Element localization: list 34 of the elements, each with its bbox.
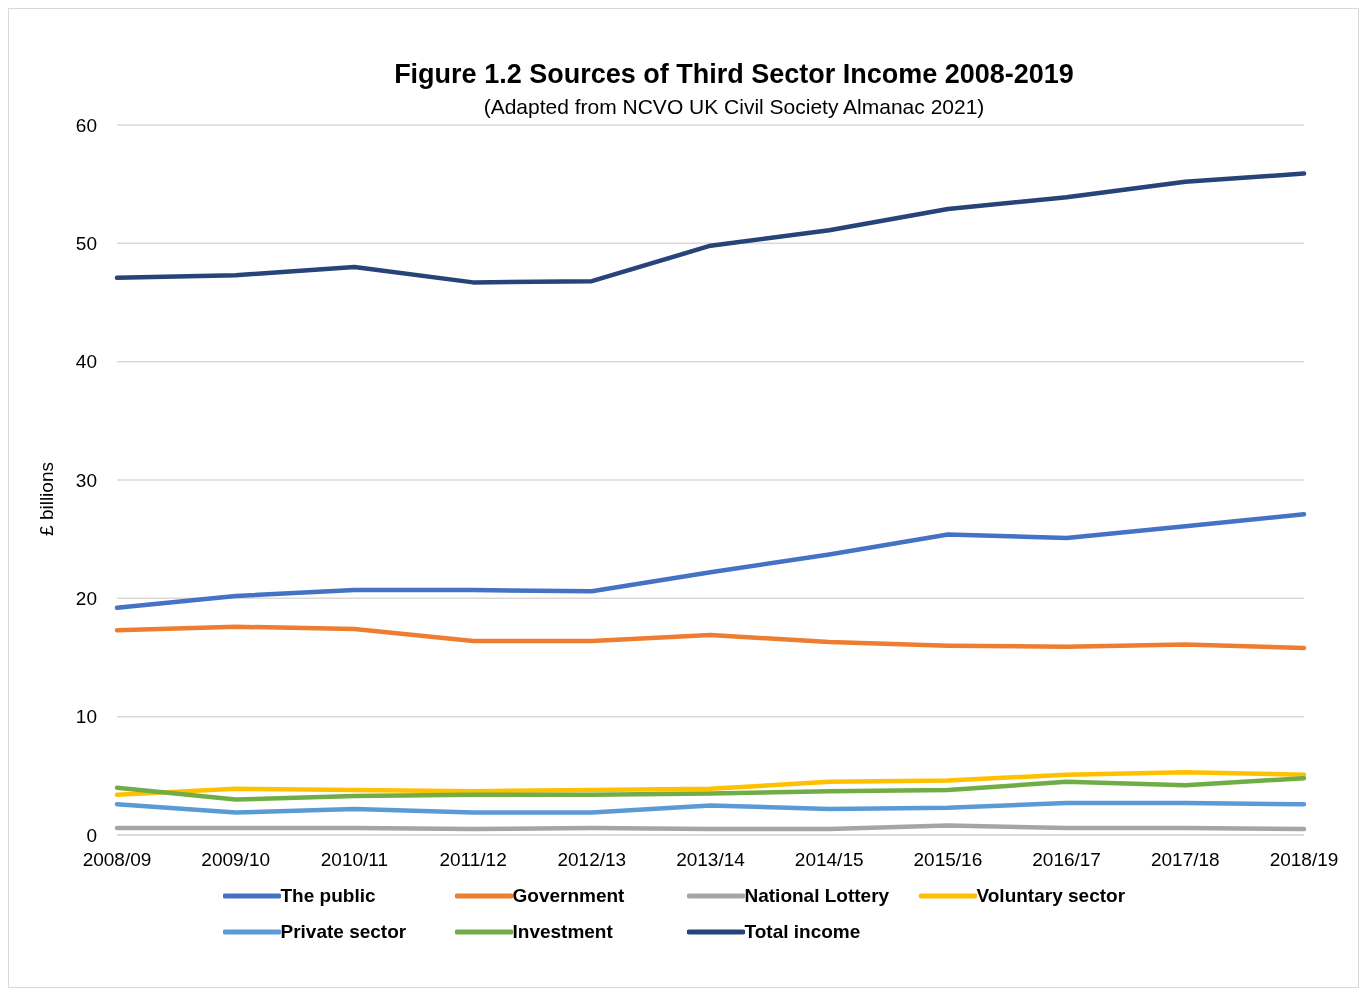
y-tick-label: 0 — [86, 824, 97, 846]
x-tick-label: 2014/15 — [794, 849, 864, 871]
x-tick-label: 2010/11 — [320, 849, 389, 871]
legend-label: Private sector — [280, 921, 407, 943]
y-tick-label: 30 — [75, 469, 97, 491]
x-tick-label: 2018/19 — [1269, 849, 1339, 871]
y-tick-label: 20 — [75, 588, 97, 610]
line-series — [114, 171, 1307, 285]
chart-subtitle: (Adapted from NCVO UK Civil Society Almanac 2021) — [482, 95, 986, 119]
line-series — [114, 800, 1307, 815]
x-tick-label: 2013/14 — [676, 849, 746, 871]
legend-label: Voluntary sector — [976, 885, 1126, 907]
y-tick-label: 40 — [75, 351, 97, 373]
legend-label: Government — [512, 885, 625, 907]
y-axis-title: £ billions — [36, 462, 58, 536]
legend-label: National Lottery — [744, 885, 890, 907]
x-tick-label: 2008/09 — [82, 849, 152, 871]
y-tick-label: 10 — [75, 706, 97, 728]
y-tick-label: 50 — [75, 233, 97, 255]
x-tick-label: 2011/12 — [439, 849, 507, 871]
x-tick-label: 2015/16 — [913, 849, 983, 871]
legend-label: Investment — [512, 921, 613, 943]
x-tick-label: 2017/18 — [1150, 849, 1220, 871]
legend-label: The public — [280, 885, 376, 907]
x-tick-label: 2016/17 — [1032, 849, 1101, 871]
line-series — [114, 624, 1307, 651]
legend-label: Total income — [744, 921, 861, 943]
line-series — [114, 770, 1307, 798]
line-series — [114, 775, 1307, 802]
chart-title: Figure 1.2 Sources of Third Sector Income 2008-2019 — [393, 59, 1075, 90]
x-tick-label: 2012/13 — [557, 849, 627, 871]
y-tick-label: 60 — [75, 114, 97, 136]
x-tick-label: 2009/10 — [201, 849, 271, 871]
line-series — [114, 512, 1307, 611]
